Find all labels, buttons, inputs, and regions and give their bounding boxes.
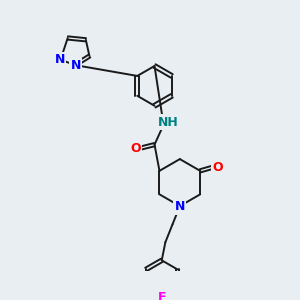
Text: F: F [158, 291, 166, 300]
Text: O: O [130, 142, 141, 155]
Text: NH: NH [158, 116, 178, 128]
Text: N: N [54, 53, 65, 66]
Text: O: O [212, 161, 223, 174]
Text: N: N [71, 59, 81, 73]
Text: N: N [175, 200, 185, 214]
